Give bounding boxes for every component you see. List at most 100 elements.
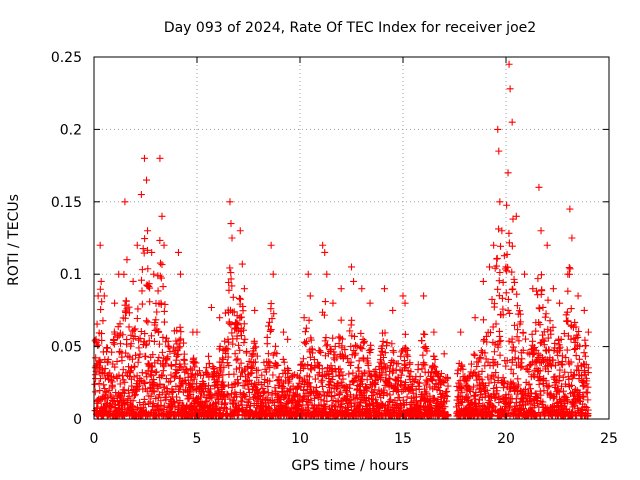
data-point [262,368,270,376]
data-point [437,372,445,380]
data-point [333,354,341,362]
data-point [245,388,253,396]
data-point [337,368,345,376]
data-point [572,352,580,360]
data-point [140,378,148,386]
data-point [557,335,565,343]
data-point [158,261,166,269]
data-point [519,346,527,354]
data-point [96,387,104,395]
data-point [516,310,524,318]
data-point [219,378,227,386]
data-point [227,275,235,283]
data-point [124,387,132,395]
data-point [525,380,533,388]
data-point [131,332,139,340]
data-point [165,343,173,351]
data-point [315,361,323,369]
data-point [472,388,480,396]
data-point [129,277,137,285]
data-point [224,391,232,399]
data-point [147,332,155,340]
data-point [150,337,158,345]
data-point [544,334,552,342]
data-point [539,336,547,344]
data-point [567,358,575,366]
data-point [125,323,133,331]
data-point [495,277,503,285]
data-point [336,372,344,380]
data-point [516,307,524,315]
data-point [566,205,574,213]
data-point [251,306,259,314]
data-point [497,337,505,345]
data-point [266,359,274,367]
data-point [541,313,549,321]
data-point [556,343,564,351]
data-point [561,380,569,388]
data-point [580,306,588,314]
data-point [143,246,151,254]
data-point [273,350,281,358]
data-point [348,263,355,271]
data-point [409,389,417,397]
data-point [143,373,151,381]
data-point [466,387,474,395]
data-point [225,319,233,327]
data-point [546,317,554,325]
data-point [336,365,344,373]
data-point [566,265,574,273]
data-point [177,335,185,343]
data-point [338,344,346,352]
data-point [219,382,227,390]
data-point [583,389,591,397]
data-point [102,387,110,395]
data-point [246,395,254,403]
y-tick-label: 0.15 [51,195,82,211]
data-point [156,259,164,267]
data-point [123,256,131,264]
data-point [498,227,506,235]
data-point [236,346,244,354]
data-point [556,347,564,355]
data-point [250,339,258,347]
data-point [246,402,254,410]
data-point [480,337,488,345]
data-point [351,351,359,359]
data-point [329,299,337,307]
data-point [362,384,370,392]
data-point [224,345,232,353]
data-point [572,344,580,352]
data-point [281,393,289,401]
data-point [162,375,170,383]
data-point [99,317,107,325]
data-point [155,340,163,348]
data-point [442,388,450,396]
data-point [511,347,519,355]
data-point [392,366,400,374]
data-point [227,321,235,329]
data-point [458,362,466,370]
data-point [136,398,144,406]
data-point [522,335,530,343]
data-point [582,388,590,396]
x-tick-label: 5 [193,431,202,447]
data-point [125,309,133,317]
data-point [549,323,557,331]
data-point [176,323,184,331]
data-point [251,380,259,388]
data-point [570,345,578,353]
data-point [471,368,479,376]
data-point [522,385,530,393]
data-point [509,215,517,223]
data-point [545,357,553,365]
data-point [264,382,272,390]
data-point [230,370,238,378]
data-point [122,297,130,305]
data-point [236,389,244,397]
data-point [363,376,371,384]
data-point [327,393,335,401]
data-point [536,321,544,329]
data-point [295,379,303,387]
data-point [320,311,328,319]
